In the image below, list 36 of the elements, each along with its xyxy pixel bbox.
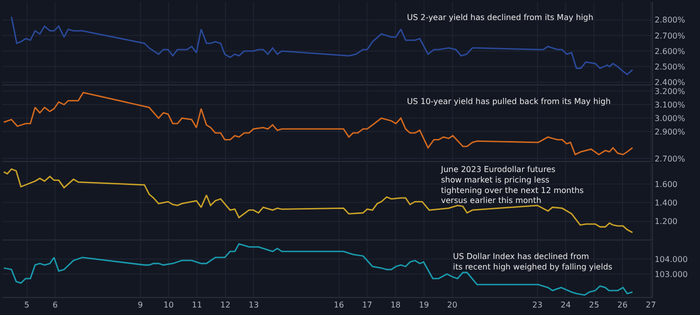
y-tick-label: 104.000 — [654, 254, 688, 264]
y-tick-label: 3.200% — [654, 87, 686, 96]
annotation: US 2-year yield has declined from its May high — [407, 13, 594, 22]
x-tick-label: 11 — [192, 300, 202, 310]
x-tick-label: 17 — [362, 300, 372, 310]
y-tick-label: 2.900% — [654, 127, 686, 136]
y-tick-label: 2.800% — [654, 16, 686, 25]
x-tick-label: 13 — [248, 300, 259, 310]
x-tick-label: 23 — [532, 300, 542, 310]
y-tick-label: 2.700% — [654, 154, 686, 164]
annotation: June 2023 Eurodollar futures show market is pricing less tightening over the next 12 months versus earlier this month — [440, 165, 584, 206]
x-tick-label: 9 — [138, 300, 143, 310]
x-tick-label: 19 — [418, 300, 430, 310]
x-tick-label: 5 — [24, 300, 30, 310]
x-tick-label: 26 — [617, 300, 628, 310]
y-tick-label: 1.400 — [654, 198, 678, 208]
x-tick-label: 27 — [646, 300, 656, 310]
x-tick-label: 16 — [334, 300, 344, 310]
y-tick-label: 2.400% — [654, 78, 686, 88]
annotation: US Dollar Index has declined from its recent high weighed by falling yields — [453, 252, 612, 272]
annotation: US 10-year yield has pulled back from its May high — [407, 97, 611, 106]
y-tick-label: 3.000% — [654, 114, 686, 123]
x-tick-label: 18 — [390, 300, 401, 310]
y-tick-label: 2.600% — [654, 46, 686, 56]
y-tick-label: 3.100% — [654, 100, 686, 110]
x-tick-label: 12 — [220, 300, 230, 310]
x-tick-label: 10 — [164, 300, 174, 310]
x-tick-label: 24 — [560, 300, 571, 310]
x-tick-label: 25 — [588, 300, 600, 310]
y-tick-label: 103.000 — [654, 270, 688, 279]
y-tick-label: 2.700% — [654, 31, 686, 40]
x-tick-label: 6 — [52, 300, 58, 310]
y-tick-label: 2.500% — [654, 62, 686, 72]
x-tick-label: 20 — [447, 300, 458, 310]
y-tick-label: 1.200 — [654, 217, 678, 226]
y-tick-label: 1.600 — [654, 180, 678, 189]
